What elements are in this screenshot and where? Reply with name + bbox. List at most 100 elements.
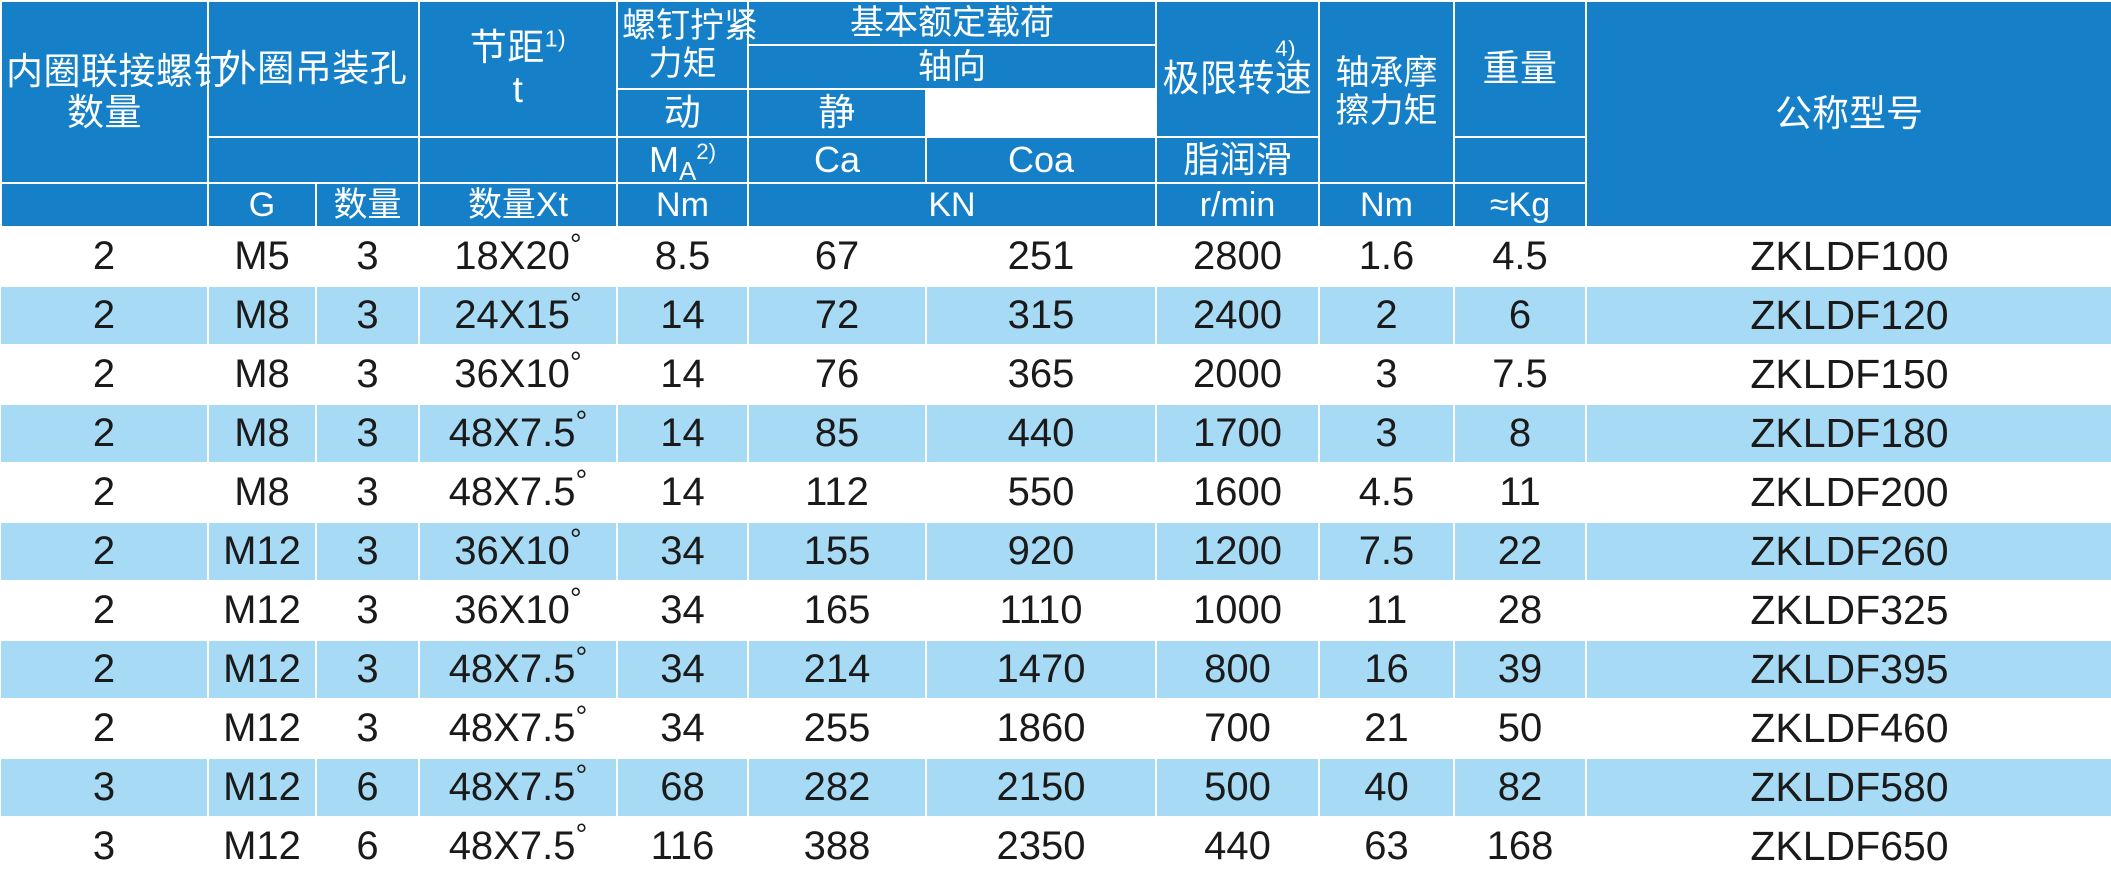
cell-outer_hole_qty: 3 (315, 343, 420, 405)
cell-MA: 14 (616, 284, 749, 346)
cell-inner_ring_screw_qty: 2 (1, 638, 209, 700)
cell-Coa: 550 (925, 461, 1157, 523)
cell-Ca: 165 (747, 579, 927, 641)
header-symbol-ca: Ca (747, 135, 927, 184)
cell-designation: ZKLDF325 (1585, 579, 2111, 641)
header-designation: 公称型号 (1585, 0, 2111, 228)
cell-inner_ring_screw_qty: 2 (1, 343, 209, 405)
cell-Coa: 920 (925, 520, 1157, 582)
table-row: 2 M8 3 24X15° 14 72 315 2400 2 6 ZKLDF120 (1, 284, 2111, 346)
cell-limiting_speed: 440 (1155, 815, 1320, 877)
cell-designation: ZKLDF180 (1585, 402, 2111, 464)
header-symbol-blank-weight (1453, 135, 1587, 184)
cell-Coa: 315 (925, 284, 1157, 346)
cell-weight: 6 (1453, 284, 1587, 346)
cell-Coa: 2150 (925, 756, 1157, 818)
cell-Coa: 1860 (925, 697, 1157, 759)
header-pitch-label: 节距 (469, 27, 545, 69)
header-bearing-friction-torque: 轴承摩 擦力矩 (1318, 0, 1455, 184)
cell-friction_torque: 11 (1318, 579, 1455, 641)
header-static: 静 (747, 88, 927, 138)
cell-Ca: 67 (747, 225, 927, 287)
cell-designation: ZKLDF100 (1585, 225, 2111, 287)
cell-limiting_speed: 1700 (1155, 402, 1320, 464)
cell-weight: 50 (1453, 697, 1587, 759)
cell-limiting_speed: 500 (1155, 756, 1320, 818)
cell-weight: 11 (1453, 461, 1587, 523)
cell-weight: 8 (1453, 402, 1587, 464)
cell-Coa: 1110 (925, 579, 1157, 641)
cell-pitch_qty_xt: 48X7.5° (418, 638, 618, 700)
cell-friction_torque: 2 (1318, 284, 1455, 346)
header-basic-rated-load: 基本额定载荷 (747, 0, 1157, 47)
cell-designation: ZKLDF260 (1585, 520, 2111, 582)
cell-inner_ring_screw_qty: 2 (1, 402, 209, 464)
cell-Ca: 76 (747, 343, 927, 405)
cell-designation: ZKLDF460 (1585, 697, 2111, 759)
cell-outer_hole_G: M12 (207, 697, 317, 759)
header-pitch: 节距1) t (418, 0, 618, 138)
cell-Ca: 112 (747, 461, 927, 523)
cell-pitch_qty_xt: 18X20° (418, 225, 618, 287)
cell-outer_hole_qty: 6 (315, 756, 420, 818)
cell-inner_ring_screw_qty: 2 (1, 284, 209, 346)
cell-friction_torque: 7.5 (1318, 520, 1455, 582)
cell-inner_ring_screw_qty: 2 (1, 579, 209, 641)
cell-friction_torque: 16 (1318, 638, 1455, 700)
header-limiting-speed-superscript: 4) (1275, 35, 1296, 61)
cell-Ca: 85 (747, 402, 927, 464)
header-symbol-coa: Coa (925, 135, 1157, 184)
degree-symbol: ° (575, 759, 588, 793)
cell-weight: 168 (1453, 815, 1587, 877)
cell-MA: 34 (616, 638, 749, 700)
header-limiting-speed-label: 极限转速 (1162, 58, 1313, 100)
degree-symbol: ° (569, 346, 582, 380)
header-row-3: 动 静 (1, 88, 2111, 138)
cell-weight: 22 (1453, 520, 1587, 582)
table-row: 2 M12 3 36X10° 34 165 1110 1000 11 28 ZKLDF325 (1, 579, 2111, 641)
header-symbol-blank-pitch (418, 135, 618, 184)
cell-Coa: 1470 (925, 638, 1157, 700)
cell-limiting_speed: 1600 (1155, 461, 1320, 523)
header-pitch-symbol: t (512, 68, 524, 110)
cell-inner_ring_screw_qty: 2 (1, 461, 209, 523)
header-outer-ring-hoisting-holes: 外圈吊装孔 (207, 0, 420, 138)
cell-designation: ZKLDF650 (1585, 815, 2111, 877)
cell-limiting_speed: 700 (1155, 697, 1320, 759)
cell-Ca: 255 (747, 697, 927, 759)
cell-Coa: 440 (925, 402, 1157, 464)
cell-designation: ZKLDF395 (1585, 638, 2111, 700)
cell-outer_hole_qty: 3 (315, 697, 420, 759)
degree-symbol: ° (569, 287, 582, 321)
cell-limiting_speed: 1200 (1155, 520, 1320, 582)
cell-weight: 4.5 (1453, 225, 1587, 287)
header-inner-ring-screw-line2: 数量 (67, 91, 142, 133)
cell-limiting_speed: 1000 (1155, 579, 1320, 641)
cell-inner_ring_screw_qty: 2 (1, 520, 209, 582)
cell-MA: 34 (616, 520, 749, 582)
table-row: 2 M12 3 36X10° 34 155 920 1200 7.5 22 ZKLDF260 (1, 520, 2111, 582)
unit-pitch-qty-xt: 数量Xt (418, 181, 618, 228)
cell-pitch_qty_xt: 48X7.5° (418, 697, 618, 759)
cell-friction_torque: 3 (1318, 402, 1455, 464)
table-row: 2 M8 3 48X7.5° 14 85 440 1700 3 8 ZKLDF180 (1, 402, 2111, 464)
cell-friction_torque: 21 (1318, 697, 1455, 759)
cell-weight: 7.5 (1453, 343, 1587, 405)
unit-load-kn: KN (747, 181, 1157, 228)
table-row: 2 M12 3 48X7.5° 34 255 1860 700 21 50 ZKLDF460 (1, 697, 2111, 759)
header-inner-ring-screw-line1: 内圈联接螺钉 (6, 50, 231, 92)
unit-blank-inner-screw (0, 181, 209, 228)
cell-MA: 34 (616, 579, 749, 641)
cell-Ca: 214 (747, 638, 927, 700)
cell-inner_ring_screw_qty: 2 (1, 697, 209, 759)
cell-outer_hole_G: M8 (207, 461, 317, 523)
cell-weight: 39 (1453, 638, 1587, 700)
cell-Coa: 2350 (925, 815, 1157, 877)
cell-outer_hole_qty: 3 (315, 579, 420, 641)
cell-outer_hole_qty: 3 (315, 461, 420, 523)
cell-friction_torque: 1.6 (1318, 225, 1455, 287)
table-row: 2 M8 3 36X10° 14 76 365 2000 3 7.5 ZKLDF150 (1, 343, 2111, 405)
cell-Ca: 282 (747, 756, 927, 818)
header-symbol-blank-outer (207, 135, 420, 184)
cell-designation: ZKLDF200 (1585, 461, 2111, 523)
